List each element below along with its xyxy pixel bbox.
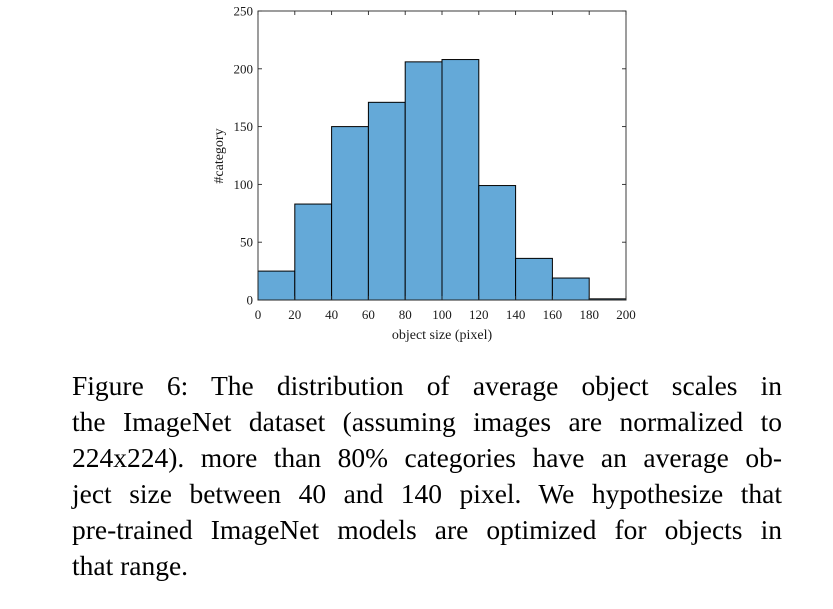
caption-line: that range. — [72, 550, 189, 581]
x-tick-label: 20 — [288, 307, 301, 322]
histogram-bar — [478, 185, 517, 301]
x-tick-label: 60 — [362, 307, 375, 322]
y-tick-label: 100 — [234, 177, 254, 192]
histogram-bars — [257, 59, 627, 301]
caption-line: Figure 6: The distribution of average ob… — [72, 370, 782, 401]
y-axis-ticks: 0 50 100 150 200 250 — [234, 4, 626, 308]
histogram-bar — [257, 270, 296, 301]
x-axis-label: object size (pixel) — [392, 328, 493, 343]
caption-line: the ImageNet dataset (assuming images ar… — [72, 406, 782, 437]
y-tick-label: 250 — [234, 4, 254, 19]
y-tick-label: 200 — [234, 61, 254, 76]
x-tick-label: 80 — [399, 307, 412, 322]
histogram-bar — [404, 61, 443, 301]
x-tick-label: 180 — [579, 307, 599, 322]
histogram-chart: 0 20 40 60 80 100 120 140 160 180 200 0 50 100 150 200… — [212, 4, 636, 344]
x-tick-label: 100 — [432, 307, 452, 322]
caption-line: 224x224). more than 80% categories have … — [72, 442, 782, 473]
x-tick-label: 200 — [616, 307, 636, 322]
y-tick-label: 50 — [240, 235, 253, 250]
x-axis-ticks: 0 20 40 60 80 100 120 140 160 180 200 — [255, 11, 636, 322]
y-axis-label: #category — [212, 128, 227, 183]
histogram-bar — [441, 59, 480, 301]
y-tick-label: 150 — [234, 119, 254, 134]
x-tick-label: 160 — [543, 307, 563, 322]
x-tick-label: 40 — [325, 307, 338, 322]
y-tick-label: 0 — [247, 293, 254, 308]
x-tick-label: 0 — [255, 307, 262, 322]
figure-caption: Figure 6: The distribution of average ob… — [72, 368, 782, 584]
caption-line: ject size between 40 and 140 pixel. We h… — [72, 478, 782, 509]
histogram-bar — [551, 277, 590, 301]
histogram-bar — [367, 101, 406, 301]
x-tick-label: 140 — [506, 307, 526, 322]
histogram-bar — [294, 203, 333, 301]
caption-line: pre-trained ImageNet models are optimize… — [72, 514, 782, 545]
histogram-bar — [515, 257, 553, 301]
x-tick-label: 120 — [469, 307, 489, 322]
histogram-bar — [331, 126, 369, 301]
